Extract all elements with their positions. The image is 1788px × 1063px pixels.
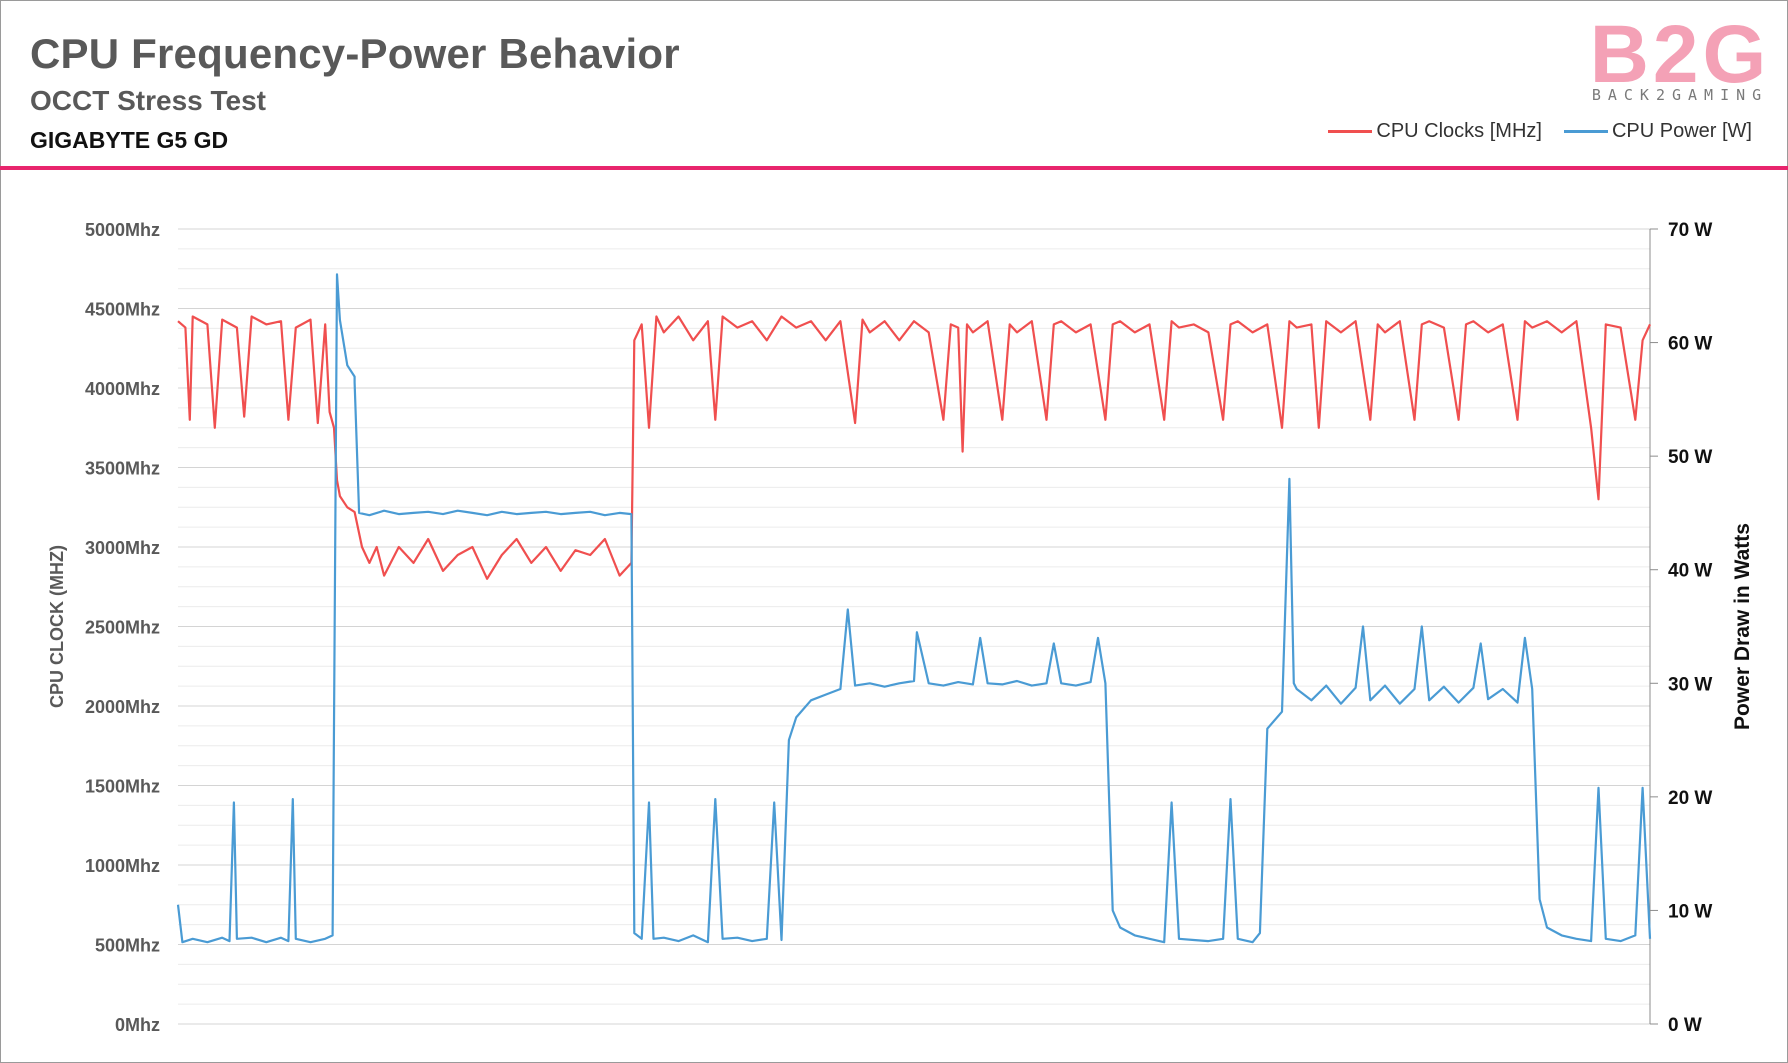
left-tick-label: 4500Mhz: [85, 300, 160, 320]
left-tick-label: 1500Mhz: [85, 777, 160, 797]
right-tick-label: 40 W: [1668, 561, 1712, 582]
legend-item-power: CPU Power [W]: [1563, 120, 1752, 143]
series-line-cpu-power: [176, 273, 1652, 944]
logo-text: B2G: [1590, 10, 1771, 100]
right-tick-label: 0 W: [1668, 1015, 1702, 1036]
chart-legend: CPU Clocks [MHz] CPU Power [W]: [1328, 120, 1752, 143]
right-tick-label: 10 W: [1668, 901, 1712, 922]
chart-subtitle: OCCT Stress Test: [30, 85, 266, 116]
right-axis-title: Power Draw in Watts: [1731, 523, 1754, 730]
left-tick-label: 1000Mhz: [85, 856, 160, 876]
legend-label-clock: CPU Clocks [MHz]: [1376, 120, 1542, 142]
header-divider: [0, 166, 1788, 170]
left-tick-label: 3000Mhz: [85, 538, 160, 558]
legend-swatch-clock: [1328, 130, 1373, 133]
b2g-logo: B2G: [1590, 10, 1771, 100]
left-tick-label: 0Mhz: [115, 1015, 160, 1035]
left-tick-label: 4000Mhz: [85, 379, 160, 399]
left-tick-label: 2000Mhz: [85, 697, 160, 717]
left-tick-label: 5000Mhz: [85, 220, 160, 240]
right-tick-label: 60 W: [1668, 334, 1712, 355]
right-tick-label: 50 W: [1668, 447, 1712, 468]
left-tick-label: 3500Mhz: [85, 459, 160, 479]
device-name: GIGABYTE G5 GD: [30, 127, 229, 153]
legend-label-power: CPU Power [W]: [1611, 120, 1752, 142]
left-axis-title: CPU CLOCK (MHZ): [47, 545, 67, 708]
series-line-cpu-clocks: [177, 315, 1651, 580]
logo-tagline: BACK2GAMING: [1591, 86, 1769, 104]
right-tick-label: 70 W: [1668, 220, 1712, 241]
right-tick-label: 20 W: [1668, 788, 1712, 809]
left-tick-label: 2500Mhz: [85, 618, 160, 638]
chart-title: CPU Frequency-Power Behavior: [30, 30, 680, 77]
legend-swatch-power: [1563, 130, 1608, 133]
right-tick-label: 30 W: [1668, 674, 1712, 695]
legend-item-clock: CPU Clocks [MHz]: [1328, 120, 1542, 143]
left-tick-label: 500Mhz: [95, 936, 160, 956]
